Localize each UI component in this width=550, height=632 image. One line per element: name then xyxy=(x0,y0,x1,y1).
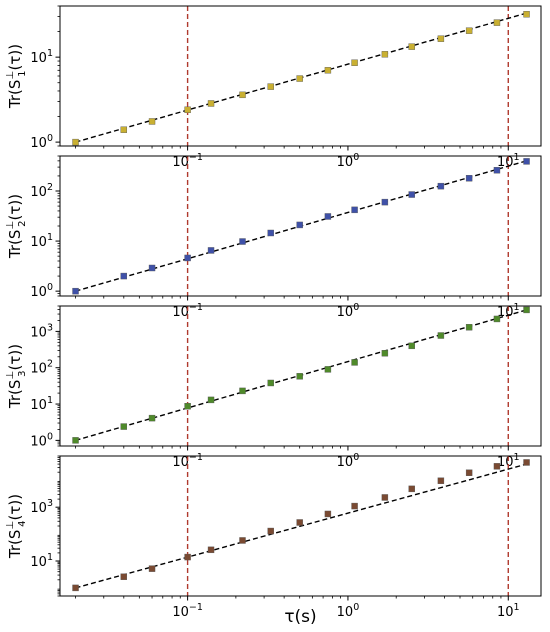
data-point xyxy=(184,403,191,410)
data-point xyxy=(267,229,274,237)
data-point xyxy=(523,11,530,18)
x-tick-label: 101 xyxy=(497,452,520,470)
data-point xyxy=(267,379,274,387)
x-tick-label: 101 xyxy=(497,302,520,320)
fit-line xyxy=(75,463,527,589)
data-point xyxy=(184,254,191,262)
x-tick-label: 10−1 xyxy=(172,452,203,470)
data-point xyxy=(493,19,501,26)
x-axis-label: τ(s) xyxy=(284,607,316,627)
data-point xyxy=(437,332,445,339)
y-tick-label: 100 xyxy=(30,282,53,300)
data-point xyxy=(207,247,215,254)
data-point xyxy=(207,100,215,107)
data-point xyxy=(523,158,530,165)
data-point xyxy=(267,83,274,90)
data-point xyxy=(72,437,79,444)
data-point xyxy=(493,463,501,470)
data-point xyxy=(324,213,332,220)
y-tick-label: 100 xyxy=(30,133,53,151)
data-point xyxy=(239,238,246,245)
data-point xyxy=(493,315,501,323)
data-point xyxy=(239,91,246,99)
x-tick-label: 100 xyxy=(337,452,360,470)
data-point xyxy=(207,396,215,404)
data-point xyxy=(408,485,415,493)
data-point xyxy=(120,126,128,133)
data-point xyxy=(324,366,332,373)
x-tick-label: 100 xyxy=(337,152,360,170)
y-tick-label: 103 xyxy=(30,498,53,516)
data-point xyxy=(324,67,332,74)
y-axis-label: Tr(S⊥2(τ)) xyxy=(5,194,28,259)
y-axis-label: Tr(S⊥1(τ)) xyxy=(5,44,28,109)
data-point xyxy=(184,553,191,561)
y-tick-label: 100 xyxy=(30,431,53,449)
data-point xyxy=(120,272,128,280)
data-point xyxy=(184,106,191,114)
data-point xyxy=(207,546,215,554)
data-point xyxy=(239,387,246,395)
x-tick-label: 100 xyxy=(337,302,360,320)
data-point xyxy=(148,565,156,572)
data-point xyxy=(72,584,79,592)
data-point xyxy=(437,35,445,42)
data-point xyxy=(351,502,358,510)
y-tick-label: 101 xyxy=(30,552,53,570)
data-point xyxy=(465,27,473,34)
y-axis-label: Tr(S⊥4(τ)) xyxy=(5,494,28,559)
data-point xyxy=(408,43,415,50)
y-tick-label: 102 xyxy=(30,359,53,377)
data-point xyxy=(239,537,246,544)
data-point xyxy=(381,494,389,501)
data-point xyxy=(296,75,303,82)
data-point xyxy=(296,373,303,380)
x-tick-label: 10−1 xyxy=(172,602,203,620)
y-tick-label: 103 xyxy=(30,322,53,340)
data-point xyxy=(493,167,501,174)
data-point xyxy=(296,519,303,526)
data-point xyxy=(381,350,389,357)
data-point xyxy=(465,324,473,331)
x-tick-label: 10−1 xyxy=(172,152,203,170)
data-point xyxy=(296,221,303,229)
data-point xyxy=(465,175,473,182)
x-tick-label: 101 xyxy=(497,602,520,620)
data-point xyxy=(120,573,128,580)
data-point xyxy=(351,59,358,66)
data-point xyxy=(437,182,445,190)
data-point xyxy=(148,118,156,125)
data-point xyxy=(437,477,445,484)
data-point xyxy=(120,423,128,430)
data-point xyxy=(351,359,358,366)
data-point xyxy=(408,342,415,350)
y-tick-label: 101 xyxy=(30,232,53,250)
data-point xyxy=(408,191,415,198)
y-tick-label: 101 xyxy=(30,48,53,66)
data-point xyxy=(148,264,156,272)
data-point xyxy=(381,51,389,58)
y-axis-label: Tr(S⊥3(τ)) xyxy=(5,344,28,409)
x-tick-label: 10−1 xyxy=(172,302,203,320)
data-point xyxy=(351,206,358,214)
data-point xyxy=(523,459,530,466)
y-tick-label: 101 xyxy=(30,395,53,413)
data-point xyxy=(324,510,332,518)
data-point xyxy=(72,138,79,146)
x-tick-label: 100 xyxy=(337,602,360,620)
data-point xyxy=(465,469,473,476)
data-point xyxy=(148,414,156,422)
data-point xyxy=(72,287,79,295)
data-point xyxy=(267,527,274,535)
data-point xyxy=(523,306,530,314)
data-point xyxy=(381,198,389,206)
y-tick-label: 102 xyxy=(30,182,53,200)
